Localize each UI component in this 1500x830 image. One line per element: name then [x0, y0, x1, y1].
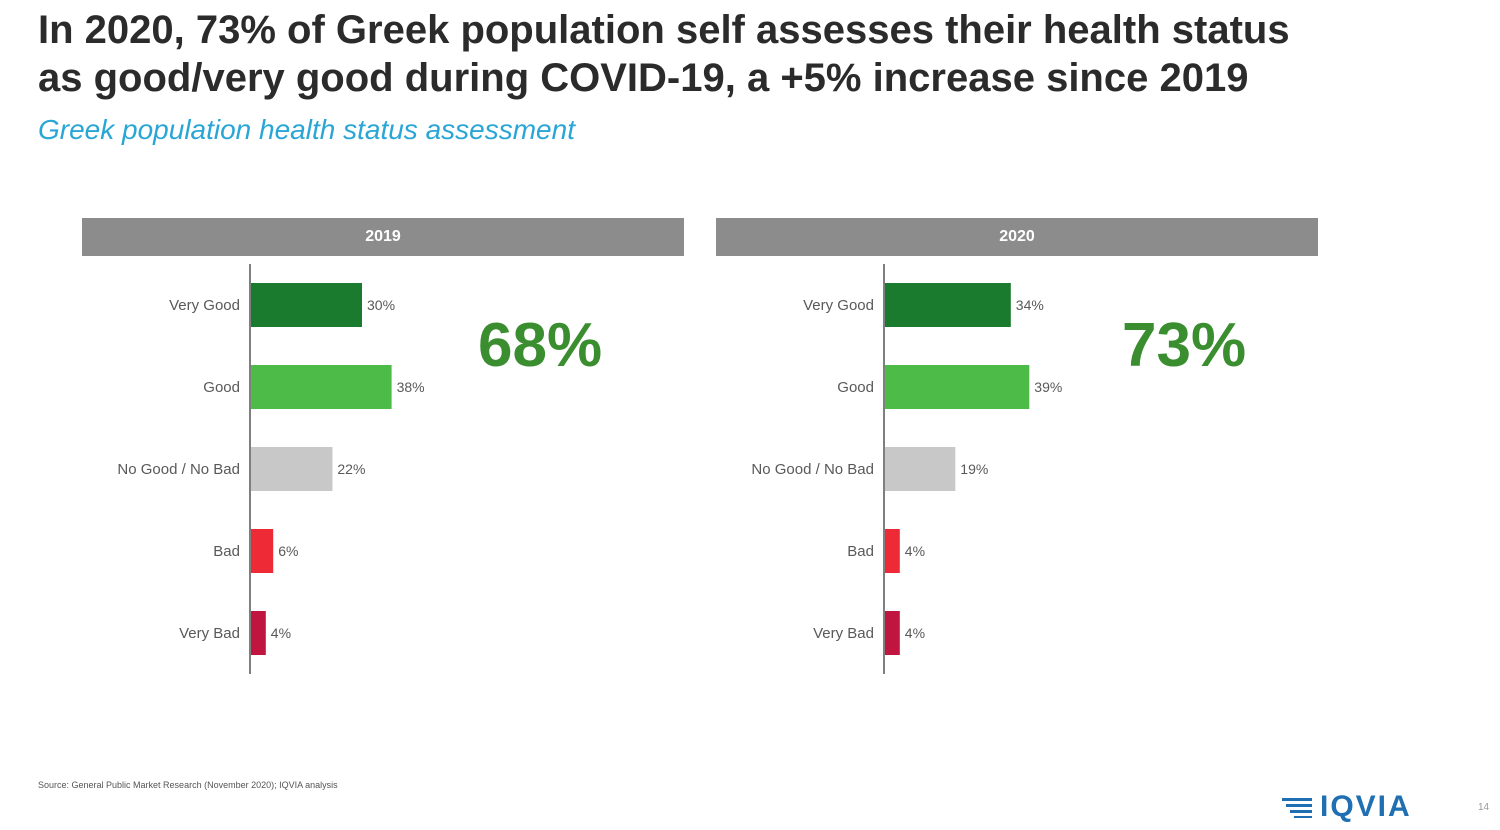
bar-chart-2019: Very Good 30% Good 38% No Good / No Bad 22% Ba…: [117, 264, 425, 674]
bar-no-good-no-bad: [251, 447, 333, 491]
source-note: Source: General Public Market Research (…: [38, 780, 338, 790]
value-label-very-bad: 4%: [905, 625, 925, 641]
bar-bad: [885, 529, 900, 573]
iqvia-logo: IQVIA: [1282, 788, 1412, 826]
iqvia-logo-icon: [1282, 798, 1312, 818]
value-label-no-good-no-bad: 22%: [337, 461, 365, 477]
value-label-very-good: 34%: [1016, 297, 1044, 313]
category-label-bad: Bad: [213, 543, 240, 560]
total-good-callout-2019: 68%: [478, 311, 603, 380]
bar-very-good: [885, 283, 1011, 327]
iqvia-logo-text: IQVIA: [1320, 790, 1412, 823]
category-label-very-good: Very Good: [169, 297, 240, 314]
value-label-bad: 6%: [278, 543, 298, 559]
slide-title: In 2020, 73% of Greek population self as…: [38, 6, 1478, 102]
value-label-very-good: 30%: [367, 297, 395, 313]
panel-header-2019: 2019: [82, 218, 684, 256]
bar-good: [885, 365, 1030, 409]
bar-very-good: [251, 283, 362, 327]
slide-title-line-1: In 2020, 73% of Greek population self as…: [38, 8, 1290, 52]
panel-header-2020: 2020: [716, 218, 1318, 256]
bar-no-good-no-bad: [885, 447, 956, 491]
value-label-good: 38%: [397, 379, 425, 395]
category-label-good: Good: [837, 379, 874, 396]
category-label-very-bad: Very Bad: [813, 625, 874, 642]
value-label-good: 39%: [1034, 379, 1062, 395]
category-label-no-good-no-bad: No Good / No Bad: [751, 461, 874, 478]
chart-panel-2019: 2019 Very Good 30% Good 38% No Good / No Bad…: [82, 218, 684, 688]
slide-title-line-2: as good/very good during COVID-19, a +5%…: [38, 56, 1249, 100]
bar-good: [251, 365, 392, 409]
slide-subtitle: Greek population health status assessmen…: [38, 114, 575, 145]
page-number: 14: [1478, 802, 1490, 813]
bar-chart-2020: Very Good 34% Good 39% No Good / No Bad 19% Ba…: [751, 264, 1062, 674]
chart-panel-2020: 2020 Very Good 34% Good 39% No Good / No Bad…: [716, 218, 1318, 688]
bar-very-bad: [885, 611, 900, 655]
value-label-no-good-no-bad: 19%: [960, 461, 988, 477]
bar-very-bad: [251, 611, 266, 655]
category-label-bad: Bad: [847, 543, 874, 560]
category-label-very-good: Very Good: [803, 297, 874, 314]
category-label-good: Good: [203, 379, 240, 396]
value-label-very-bad: 4%: [271, 625, 291, 641]
value-label-bad: 4%: [905, 543, 925, 559]
category-label-no-good-no-bad: No Good / No Bad: [117, 461, 240, 478]
total-good-callout-2020: 73%: [1122, 311, 1247, 380]
category-label-very-bad: Very Bad: [179, 625, 240, 642]
bar-bad: [251, 529, 274, 573]
